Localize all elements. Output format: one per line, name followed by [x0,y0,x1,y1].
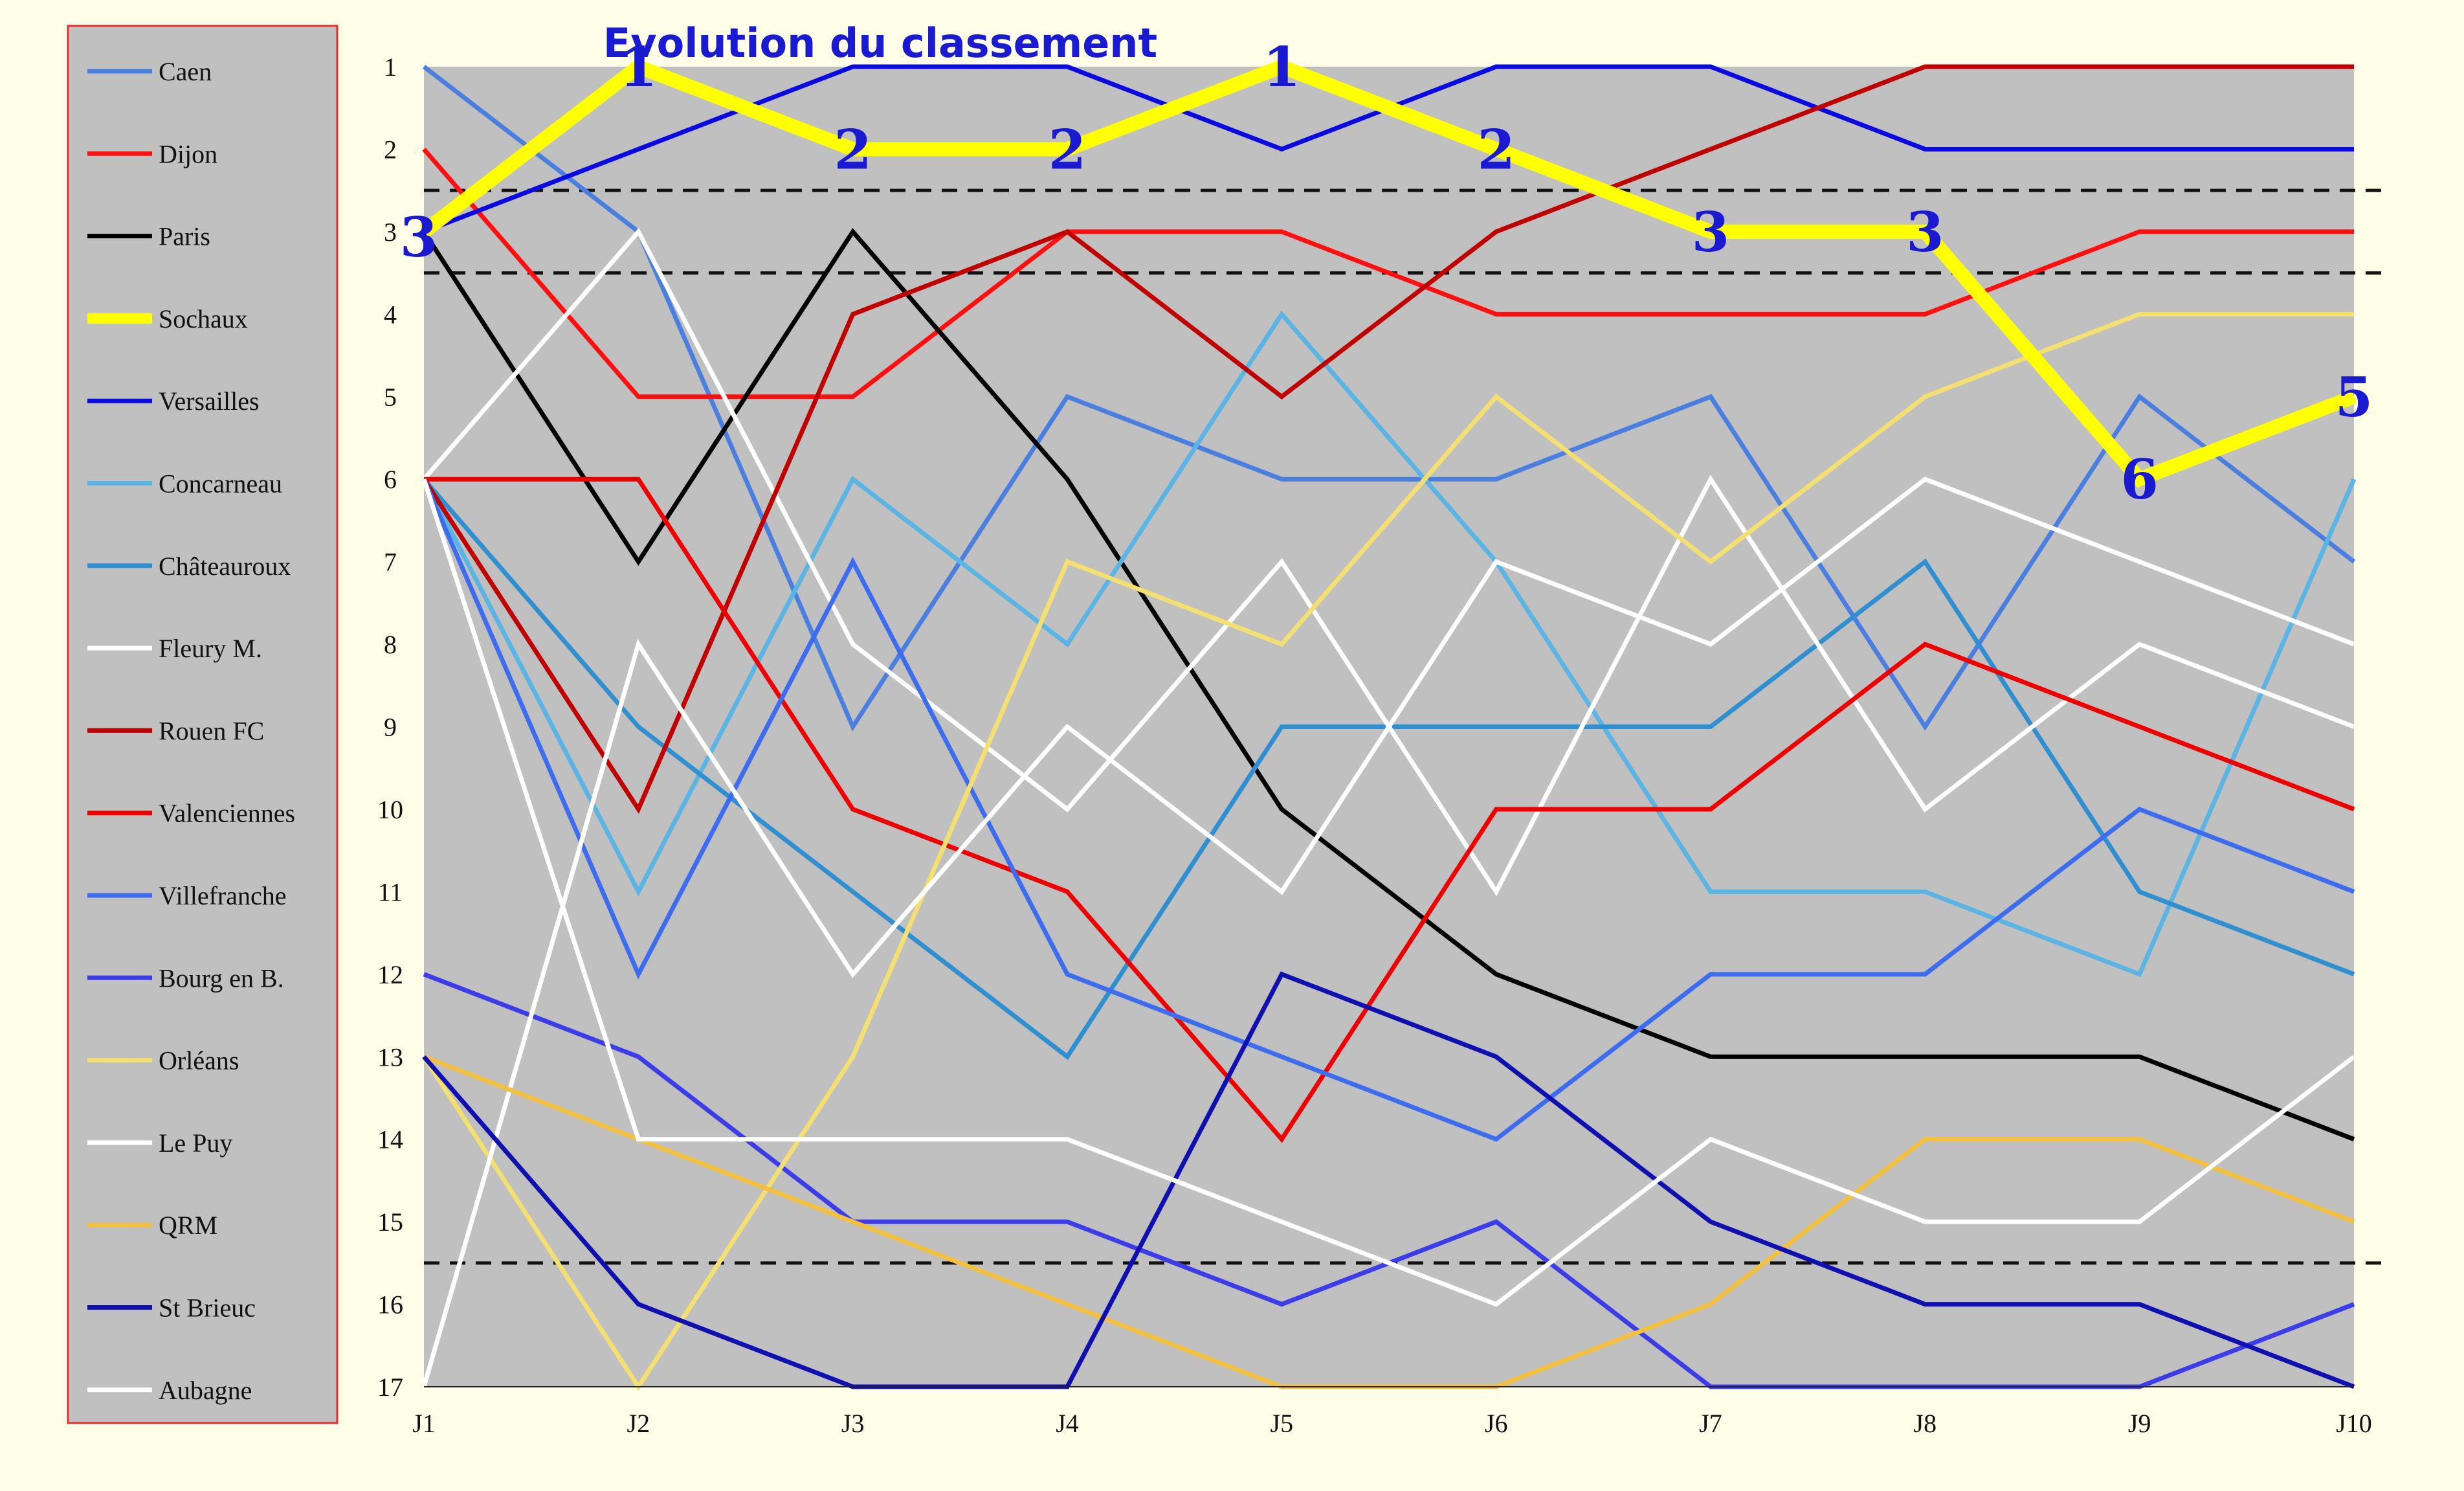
y-tick-label: 10 [377,795,403,824]
annotation-label: 6 [2120,447,2158,511]
legend-label: Versailles [159,387,260,416]
legend-label: Fleury M. [159,634,262,663]
annotation-label: 5 [2335,365,2373,429]
x-tick-label: J3 [841,1409,865,1438]
annotation-label: 1 [619,35,657,99]
x-tick-label: J5 [1271,1409,1294,1438]
annotation-label: 1 [1263,35,1300,99]
legend-label: Sochaux [159,304,248,333]
series-line-paris [422,228,2355,1141]
series-line-concarneau [421,310,2357,978]
series-line-valenciennes [424,476,2355,1143]
annotation-label: 2 [1477,117,1515,181]
series-line-rouen-fc [422,64,2354,814]
legend-label: Orléans [159,1046,239,1075]
y-tick-label: 12 [377,960,403,989]
y-tick-label: 2 [384,135,397,164]
y-tick-label: 1 [384,52,397,82]
x-tick-label: J4 [1056,1409,1079,1438]
annotation-label: 3 [1692,200,1729,264]
legend-label: Concarneau [159,469,282,499]
y-tick-label: 14 [377,1125,403,1154]
x-tick-label: J6 [1485,1409,1508,1438]
x-tick-label: J8 [1914,1409,1937,1438]
y-tick-label: 11 [378,877,403,906]
y-tick-label: 15 [377,1207,403,1237]
y-tick-label: 3 [384,218,397,247]
annotation-label: 2 [1049,117,1086,181]
legend-label: Dijon [159,139,217,168]
legend-label: Châteauroux [159,552,291,581]
y-tick-label: 8 [384,630,397,659]
legend: Caen Dijon Paris Sochaux Versailles Concarnea… [87,57,295,1405]
x-tick-label: J10 [2336,1409,2372,1438]
legend-label: Villefranche [159,881,286,910]
chart-title: Evolution du classement [603,19,1157,67]
legend-label: QRM [159,1211,217,1240]
series-line-caen [422,65,2356,732]
sochaux-annotations: 3 1 2 2 1 2 3 3 6 5 [400,35,2373,511]
legend-label: Valenciennes [159,799,295,828]
y-tick-label: 16 [377,1290,403,1319]
y-tick-label: 13 [377,1042,403,1071]
y-tick-label: 7 [384,548,397,577]
legend-label: Le Puy [159,1128,232,1158]
legend-label: Rouen FC [159,716,264,745]
series-line-aubagne [421,478,2356,1307]
series-line-sochaux [419,58,2357,488]
x-tick-label: J2 [627,1409,650,1438]
x-tick-label: J9 [2128,1409,2151,1438]
series-line-le-puy [421,476,2355,1387]
x-tick-label: J7 [1699,1409,1722,1438]
series-line-st-brieuc [422,971,2355,1389]
series-line-villefranche [421,478,2355,1142]
y-tick-label: 6 [384,465,397,494]
legend-label: Caen [159,57,212,86]
y-tick-label: 9 [384,713,397,742]
x-tick-label: J1 [412,1409,436,1438]
legend-label: Paris [159,222,210,251]
y-tick-label: 17 [377,1373,403,1402]
legend-label: Bourg en B. [159,963,284,992]
y-tick-label: 5 [384,383,397,412]
annotation-label: 3 [1906,200,1944,264]
legend-label: St Brieuc [159,1294,256,1323]
threshold-lines [424,188,2392,1265]
y-tick-label: 4 [384,300,397,329]
legend-label: Aubagne [159,1376,252,1405]
annotation-label: 2 [834,117,871,181]
annotation-label: 3 [400,205,438,269]
legend-box [67,25,339,1424]
